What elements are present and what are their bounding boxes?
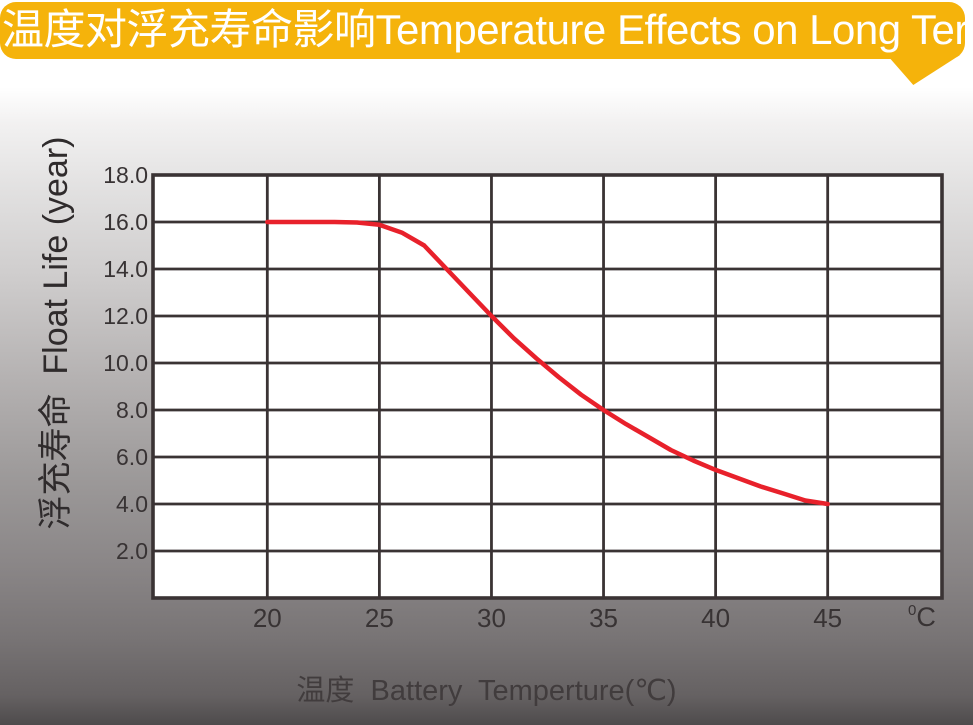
x-tick-label: 20 — [252, 603, 282, 633]
x-tick-label: 25 — [364, 603, 394, 633]
plot-border — [151, 173, 944, 600]
celsius-letter: C — [916, 602, 936, 632]
y-tick-label: 4.0 — [116, 491, 148, 517]
x-tick-label: 40 — [701, 603, 731, 633]
float-life-curve — [265, 219, 830, 507]
x-tick-label: 30 — [476, 603, 506, 633]
y-tick-label: 6.0 — [116, 444, 148, 470]
y-tick-label: 16.0 — [103, 209, 148, 235]
plot-area — [153, 175, 942, 598]
x-tick-label: 35 — [589, 603, 618, 633]
y-tick-label: 8.0 — [116, 397, 148, 423]
y-tick-label: 12.0 — [103, 303, 148, 329]
y-tick-label: 2.0 — [116, 538, 148, 564]
x-axis-unit-label: 0C — [908, 602, 968, 636]
title-banner: 温度对浮充寿命影响Temperature Effects on Long Ter… — [0, 2, 965, 59]
degree-superscript: 0 — [908, 602, 917, 619]
x-tick-label: 45 — [813, 603, 843, 633]
y-tick-label: 10.0 — [103, 350, 148, 376]
chart-title: 温度对浮充寿命影响Temperature Effects on Long Ter… — [2, 6, 965, 53]
x-axis-title: 温度 Battery Temperture(℃) — [296, 675, 677, 707]
y-tick-label: 18.0 — [103, 162, 148, 188]
y-tick-label: 14.0 — [103, 256, 148, 282]
